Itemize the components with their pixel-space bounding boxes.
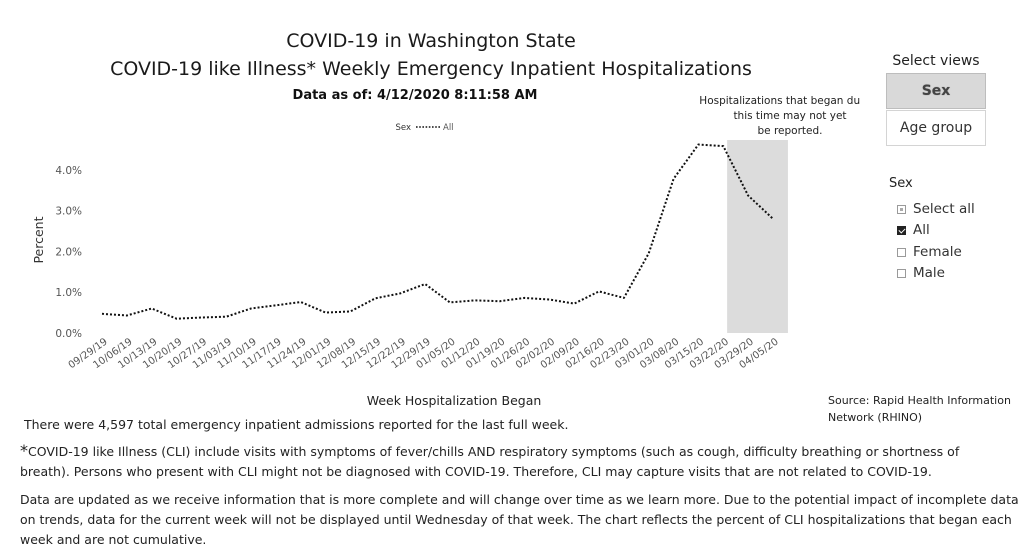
view-button-age-group[interactable]: Age group bbox=[886, 110, 986, 146]
slicer-item-select-all[interactable]: Select all bbox=[897, 201, 975, 217]
view-button-sex[interactable]: Sex bbox=[886, 73, 986, 109]
asterisk: * bbox=[20, 441, 28, 460]
page-title: COVID-19 in Washington State bbox=[286, 30, 576, 52]
y-axis-label: Percent bbox=[31, 216, 46, 263]
line-chart: Hospitalizations that began during this t… bbox=[31, 95, 860, 408]
source-note: Source: Rapid Health Information Network… bbox=[828, 394, 1011, 424]
chart-subtitle: COVID-19 like Illness* Weekly Emergency … bbox=[110, 58, 752, 80]
slicer-item-label: All bbox=[913, 222, 930, 238]
y-tick-label: 0.0% bbox=[55, 328, 82, 340]
slicer-item-label: Female bbox=[913, 244, 962, 260]
y-tick-label: 2.0% bbox=[55, 246, 82, 258]
cli-note-text: COVID-19 like Illness (CLI) include visi… bbox=[20, 444, 960, 479]
shaded-incomplete-region bbox=[727, 140, 788, 333]
y-tick-label: 4.0% bbox=[55, 165, 82, 177]
sex-slicer-title: Sex bbox=[889, 176, 913, 191]
slicer-item-male[interactable]: Male bbox=[897, 265, 945, 281]
series-line-all bbox=[101, 143, 774, 320]
slicer-item-label: Male bbox=[913, 265, 945, 281]
checkbox-icon bbox=[897, 225, 906, 235]
as-of-label: Data as of: bbox=[292, 88, 373, 103]
legend-label-all: All bbox=[443, 123, 454, 133]
y-tick-label: 1.0% bbox=[55, 287, 82, 299]
slicer-item-all[interactable]: All bbox=[897, 222, 930, 238]
data-as-of: Data as of: 4/12/2020 8:11:58 AM bbox=[0, 88, 830, 103]
y-tick-label: 3.0% bbox=[55, 206, 82, 218]
annotation-line: this time may not yet bbox=[733, 110, 846, 122]
data-update-note: Data are updated as we receive informati… bbox=[20, 492, 1019, 547]
as-of-value: 4/12/2020 8:11:58 AM bbox=[376, 88, 538, 103]
annotation-line: Hospitalizations that began during bbox=[699, 95, 860, 107]
slicer-item-label: Select all bbox=[913, 201, 975, 217]
select-views-label: Select views bbox=[892, 53, 980, 69]
slicer-item-female[interactable]: Female bbox=[897, 244, 962, 260]
cli-definition-note: *COVID-19 like Illness (CLI) include vis… bbox=[20, 441, 1010, 482]
annotation-line: be reported. bbox=[758, 125, 823, 137]
checkbox-icon bbox=[897, 247, 906, 257]
checkbox-icon bbox=[897, 204, 906, 214]
x-axis-label: Week Hospitalization Began bbox=[367, 393, 542, 408]
checkbox-icon bbox=[897, 268, 906, 278]
legend-title: Sex bbox=[395, 123, 411, 133]
total-admissions-text: There were 4,597 total emergency inpatie… bbox=[24, 417, 569, 432]
